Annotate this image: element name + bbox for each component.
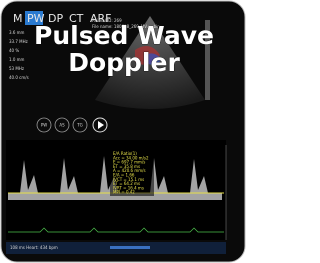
page: {"header": {"tabs": ["M", "PW", "DP", "C… (0, 0, 246, 263)
measurement: MPI = 0.42 (113, 190, 135, 195)
title: Pulsed Wave (34, 21, 214, 50)
title: Doppler (68, 48, 180, 77)
scroll-thumb[interactable] (110, 246, 150, 249)
param: 40.0 cm/s (9, 75, 29, 80)
measurements: E/A Ratio(1)Acc = 34.00 m/s2E = 697.7 mm… (113, 151, 149, 195)
param: 33.7 MHz (9, 39, 28, 44)
control-label[interactable]: PW (41, 123, 47, 128)
control-label[interactable]: TG (76, 123, 83, 128)
param: 40 % (9, 48, 19, 53)
tab[interactable]: M (13, 12, 23, 25)
param: 53 MHz (9, 66, 24, 71)
param: 3.6 mm (9, 30, 25, 35)
control-label[interactable]: AS (59, 123, 65, 128)
footer-text: 108 ms Heart: 434 bpm (10, 245, 58, 250)
param: 1.0 mm (9, 57, 25, 62)
